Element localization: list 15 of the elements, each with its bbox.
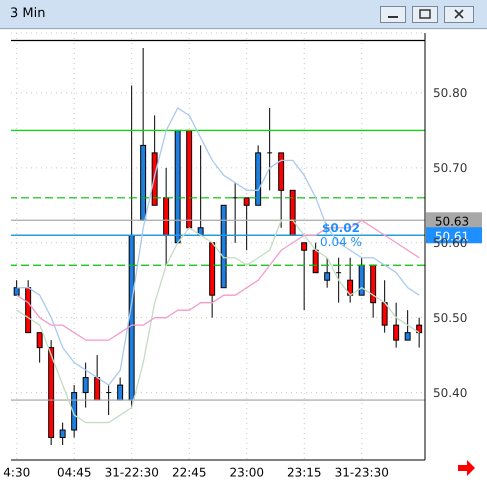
x-tick-label: 31-22:30 — [104, 466, 159, 480]
annotation: $0.02 — [320, 221, 361, 235]
x-tick-label: 04:45 — [56, 466, 92, 480]
x-tick-label: 4:30 — [3, 466, 30, 480]
y-tick-label: 50.50 — [433, 310, 468, 325]
ref-line-label: 50.63 — [434, 214, 470, 228]
x-tick-label: 23:15 — [286, 466, 322, 480]
y-tick-label: 50.70 — [433, 161, 468, 176]
x-tick-label: 23:00 — [229, 466, 264, 480]
annotation: 0.04 % — [320, 235, 362, 249]
y-tick-label: 50.40 — [433, 386, 468, 400]
x-tick-label: 31-23:30 — [334, 466, 389, 480]
x-tick-label: 22:45 — [172, 466, 207, 480]
chart-title: 3 Min — [10, 6, 46, 21]
y-tick-label: 50.80 — [433, 86, 468, 100]
